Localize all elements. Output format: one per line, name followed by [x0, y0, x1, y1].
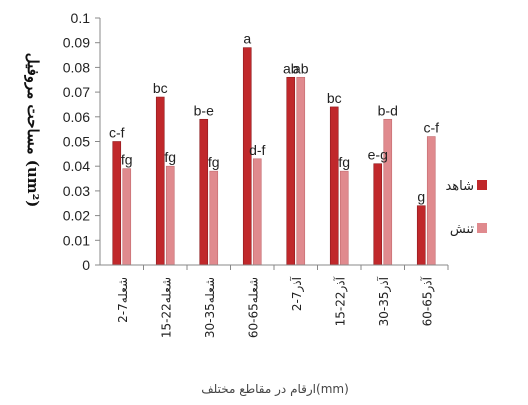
data-label: c-f: [423, 120, 439, 136]
data-label: a: [243, 31, 251, 47]
category-label: 60-65شعله: [246, 277, 260, 338]
y-axis-ticks: 0 0.01 0.02 0.03 0.04 0.05 0.06 0.07 0.08 0.09 0.1: [63, 10, 100, 273]
category-label: 15-22شعله: [159, 277, 173, 338]
data-label: bc: [327, 90, 342, 106]
y-tick-label: 0.04: [63, 158, 90, 174]
x-axis-title: ارقام در مقاطع مختلف(mm): [201, 382, 349, 397]
bar-control: [155, 96, 165, 266]
data-label: d-f: [249, 142, 265, 158]
data-label: fg: [338, 154, 350, 170]
bar-stress: [165, 165, 175, 266]
category-label: 2-7آذر: [289, 276, 305, 311]
data-label: g: [417, 189, 425, 205]
y-tick-label: 0.05: [63, 134, 90, 150]
bar-stress: [122, 168, 132, 266]
y-tick-label: 0.1: [71, 10, 91, 26]
data-label: fg: [164, 149, 176, 165]
category-label: 2-7شعله: [116, 277, 130, 323]
data-label: bc: [153, 80, 168, 96]
category-label: 30-35آذر: [376, 276, 392, 326]
y-tick-label: 0.07: [63, 84, 90, 100]
data-label: fg: [121, 152, 133, 168]
category-labels: 2-7شعله 15-22شعله 30-35شعله 60-65شعله 2-7آذر…: [116, 265, 449, 338]
legend-swatch: [477, 180, 487, 190]
bar-stress: [296, 76, 306, 266]
data-label: e-g: [368, 147, 388, 163]
bar-control: [286, 76, 296, 266]
data-label: c-f: [109, 125, 125, 141]
category-label: 15-22آذر: [332, 276, 348, 326]
bar-control: [112, 141, 122, 266]
data-label: ab: [283, 60, 299, 76]
bar-stress: [383, 118, 393, 266]
y-tick-label: 0.08: [63, 59, 90, 75]
bar-control: [373, 163, 383, 266]
legend: شاهد تنش: [445, 179, 487, 237]
category-label: 30-35شعله: [203, 277, 217, 338]
category-label: 60-65آذر: [419, 276, 435, 326]
legend-label: شاهد: [445, 179, 474, 194]
bar-control: [199, 118, 209, 266]
bar-control: [329, 106, 339, 266]
y-tick-label: 0: [82, 257, 90, 273]
bar-stress: [209, 170, 219, 266]
bar-stress: [339, 170, 349, 266]
y-tick-label: 0.02: [63, 208, 90, 224]
data-label: fg: [208, 154, 220, 170]
y-tick-label: 0.03: [63, 183, 90, 199]
data-label: ab: [293, 60, 309, 76]
y-tick-label: 0.01: [63, 232, 90, 248]
y-axis-title: مساحت مروفیل (um²): [24, 53, 42, 208]
legend-label: تنش: [450, 222, 474, 237]
data-label: b-e: [194, 102, 214, 118]
bar-control: [416, 205, 426, 266]
bar-stress: [252, 158, 262, 266]
legend-swatch: [477, 223, 487, 233]
y-tick-label: 0.06: [63, 109, 90, 125]
y-tick-label: 0.09: [63, 35, 90, 51]
bar-stress: [426, 136, 436, 266]
data-label: b-d: [378, 102, 398, 118]
